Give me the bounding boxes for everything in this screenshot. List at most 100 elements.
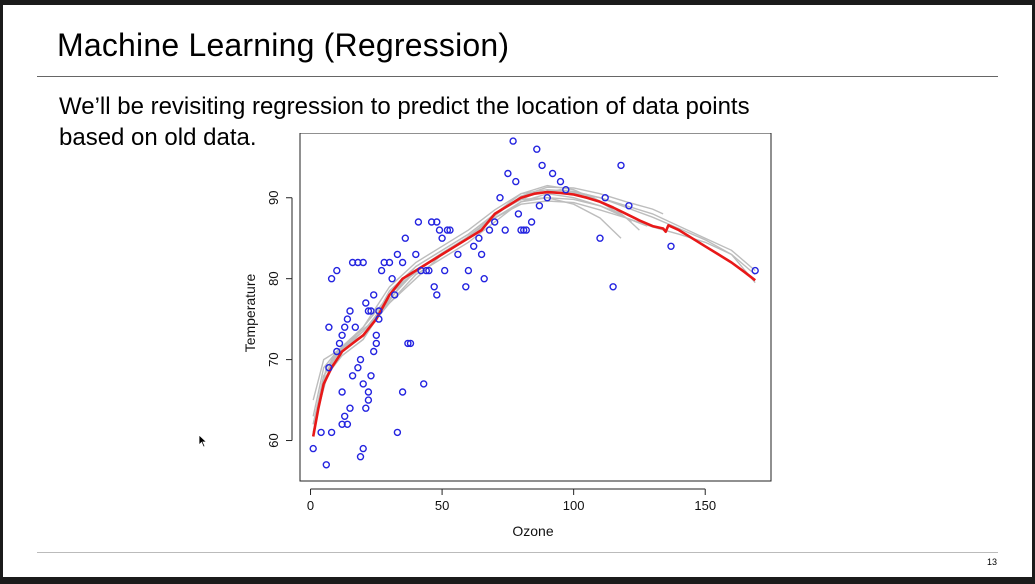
data-point [475, 234, 483, 242]
data-point [512, 177, 520, 186]
data-point [538, 161, 546, 170]
data-point [398, 258, 407, 267]
data-point [522, 226, 530, 234]
data-point [325, 363, 333, 372]
data-point [427, 218, 436, 226]
data-point [422, 266, 431, 275]
data-point [440, 266, 449, 275]
data-point [596, 234, 604, 242]
data-point [404, 339, 412, 348]
data-point [401, 234, 410, 242]
data-point [367, 307, 375, 315]
mouse-cursor-icon [198, 434, 208, 453]
body-line-1: We’ll be revisiting regression to predic… [59, 93, 750, 120]
data-point [325, 323, 333, 331]
data-point [527, 218, 536, 226]
body-line-2: based on old data. [59, 124, 257, 151]
regression-chart: 0 50 100 150 60 70 80 90 Ozone Temperature [235, 133, 783, 545]
y-tick-label: 60 [266, 433, 281, 447]
data-point [322, 461, 331, 469]
data-point [543, 193, 551, 202]
bootstrap-curve [317, 188, 632, 409]
footer-divider [37, 552, 998, 553]
data-point [520, 226, 528, 234]
x-tick-label: 50 [435, 498, 449, 513]
data-point [364, 388, 373, 396]
data-point [438, 234, 446, 242]
data-point [751, 266, 759, 275]
y-axis-label: Temperature [242, 273, 258, 352]
data-point [333, 266, 341, 275]
data-point [485, 226, 494, 234]
data-point [369, 291, 378, 299]
plot-area-frame [299, 133, 772, 482]
data-point [491, 218, 499, 226]
data-point [338, 420, 346, 428]
data-point [340, 323, 349, 331]
data-point [443, 226, 452, 234]
slide-title: Machine Learning (Regression) [57, 27, 510, 63]
data-point [406, 339, 415, 348]
data-point [340, 412, 349, 420]
data-point [446, 226, 454, 234]
data-point [364, 396, 373, 404]
data-point [562, 186, 570, 194]
data-point [430, 283, 438, 291]
data-point [601, 193, 609, 202]
data-point [398, 388, 407, 396]
data-point [338, 331, 346, 340]
data-point [369, 347, 378, 356]
data-point [533, 145, 541, 153]
data-point [338, 388, 346, 396]
data-point [359, 258, 367, 267]
x-tick-label: 150 [694, 498, 716, 513]
data-point [348, 258, 357, 267]
fit-curve-layer [311, 190, 756, 437]
data-point [346, 307, 354, 315]
data-point [356, 355, 365, 364]
data-point [433, 218, 441, 226]
data-point [354, 363, 362, 372]
data-point [343, 420, 352, 428]
data-point [480, 274, 488, 283]
data-point [425, 266, 433, 275]
bootstrap-curve [315, 196, 622, 421]
data-point [419, 380, 428, 388]
x-tick-label: 0 [307, 498, 314, 513]
x-tick-label: 100 [563, 498, 585, 513]
data-point [625, 202, 633, 210]
data-point [327, 274, 336, 283]
data-point [509, 137, 517, 145]
data-point [359, 444, 367, 453]
data-point [412, 250, 420, 259]
data-point [454, 250, 462, 259]
fit-curve [311, 190, 756, 437]
data-point [667, 242, 675, 251]
y-tick-label: 70 [266, 352, 281, 366]
data-point [414, 218, 423, 226]
data-point [535, 202, 544, 210]
data-point [462, 283, 470, 291]
regression-chart-svg: 0 50 100 150 60 70 80 90 Ozone Temperature [242, 133, 772, 539]
data-point [317, 428, 325, 437]
data-point [346, 404, 354, 412]
y-tick-label: 80 [266, 271, 281, 285]
data-point [433, 291, 441, 299]
scatter-points [309, 137, 759, 469]
data-point [435, 226, 444, 234]
data-point [556, 177, 565, 186]
data-point [375, 307, 383, 315]
data-point [359, 380, 367, 388]
data-point [362, 299, 370, 307]
data-point [617, 161, 625, 170]
data-point [380, 258, 388, 267]
y-axis: 60 70 80 90 [266, 191, 293, 448]
x-axis-label: Ozone [512, 523, 553, 539]
data-point [504, 169, 512, 178]
data-point [514, 210, 523, 218]
y-tick-label: 90 [266, 191, 281, 205]
data-point [377, 266, 386, 275]
data-point [351, 323, 360, 331]
data-point [548, 169, 557, 178]
title-divider [37, 76, 998, 77]
